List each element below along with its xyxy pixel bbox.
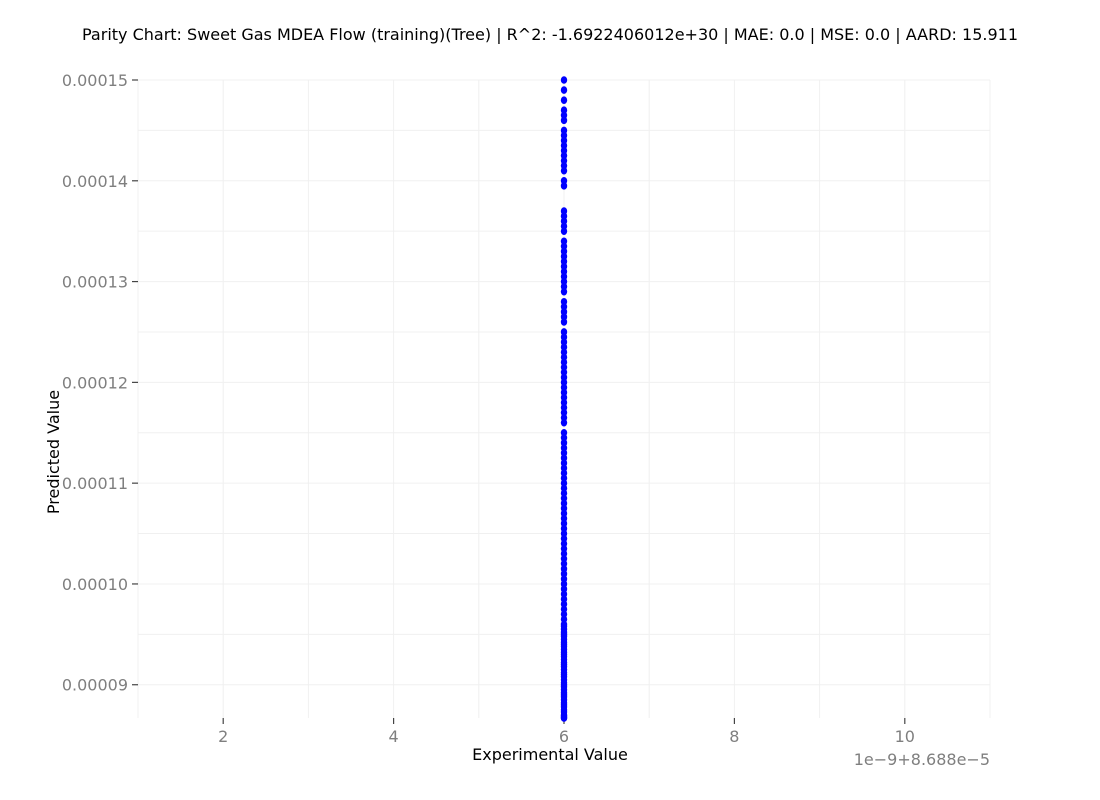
data-point xyxy=(560,287,568,296)
data-point xyxy=(560,96,568,104)
x-axis-label: Experimental Value xyxy=(472,745,628,764)
x-axis: 2 4 6 8 10 xyxy=(218,718,915,746)
data-point xyxy=(560,76,568,84)
data-point xyxy=(560,418,568,427)
data-point xyxy=(560,86,568,94)
x-tick-label: 8 xyxy=(729,727,739,746)
data-point xyxy=(560,318,568,326)
data-point xyxy=(560,714,568,722)
x-tick-label: 10 xyxy=(895,727,915,746)
y-tick-label: 0.00011 xyxy=(62,474,128,493)
data-point xyxy=(560,182,568,190)
y-axis: 0.00009 0.00010 0.00011 0.00012 0.00013 0.000… xyxy=(62,71,138,695)
y-axis-label: Predicted Value xyxy=(44,390,63,514)
x-axis-offset-label: 1e−9+8.688e−5 xyxy=(854,750,990,769)
data-points xyxy=(560,76,568,722)
y-tick-label: 0.00013 xyxy=(62,273,128,292)
x-tick-label: 4 xyxy=(389,727,399,746)
y-tick-label: 0.00010 xyxy=(62,575,128,594)
y-tick-label: 0.00014 xyxy=(62,172,128,191)
y-tick-label: 0.00009 xyxy=(62,676,128,695)
x-tick-label: 6 xyxy=(559,727,569,746)
chart-title: Parity Chart: Sweet Gas MDEA Flow (train… xyxy=(82,25,1018,44)
x-tick-label: 2 xyxy=(218,727,228,746)
data-point xyxy=(560,116,568,125)
data-point xyxy=(560,227,568,235)
y-tick-label: 0.00012 xyxy=(62,373,128,392)
y-tick-label: 0.00015 xyxy=(62,71,128,90)
data-point xyxy=(560,166,568,175)
